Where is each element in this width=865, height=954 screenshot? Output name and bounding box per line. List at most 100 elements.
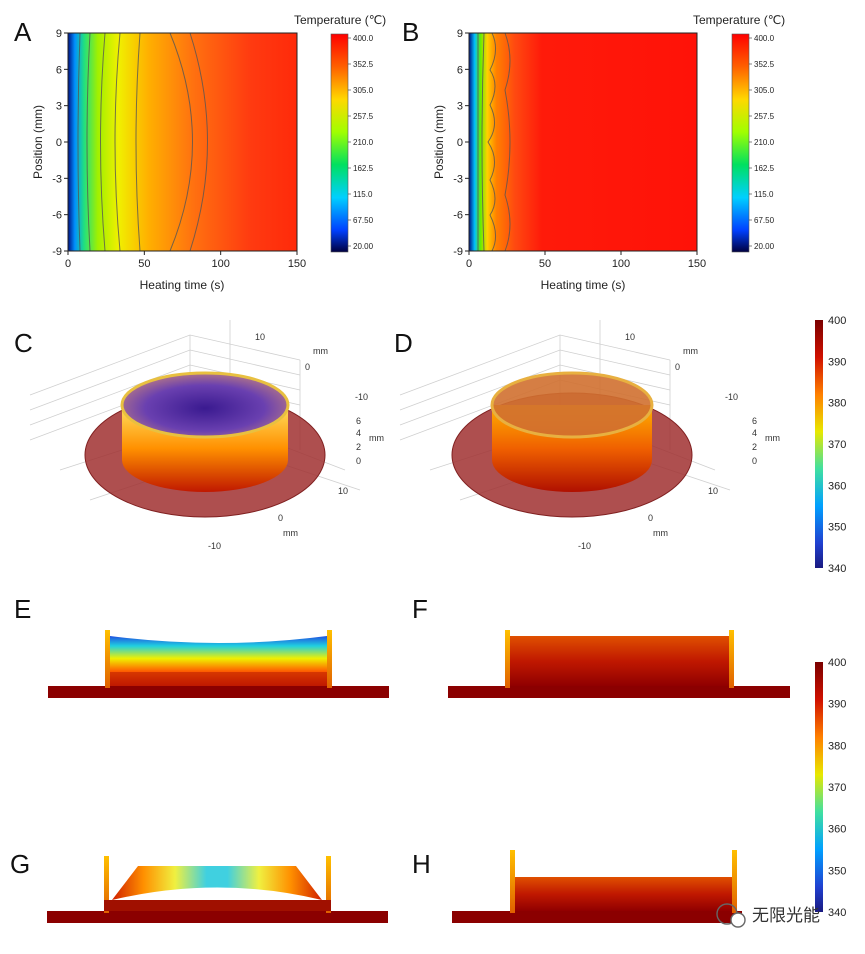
- heatmap-b-contours: [477, 32, 511, 252]
- colorbar-ticks-a: 400.0 352.5 305.0 257.5 210.0 162.5 115.0 67.50…: [348, 34, 374, 251]
- c-z-tick-2: 4: [356, 428, 361, 438]
- colorbar-tick-label: 400.0: [353, 34, 374, 43]
- c-z-tick-4: 0: [356, 456, 361, 466]
- section-g: [47, 856, 388, 923]
- scale-tick-label: 370: [828, 782, 846, 794]
- panel-label-a: A: [14, 17, 32, 47]
- ylabel-a: Position (mm): [31, 105, 45, 179]
- colorbar-tick-label: 162.5: [353, 164, 374, 173]
- x-tick-label: 50: [138, 258, 150, 270]
- y-tick-label: 0: [56, 137, 62, 149]
- scale-tick-label: 400: [828, 315, 846, 327]
- x-tick-label: 0: [466, 258, 472, 270]
- c-y-tick-1: 10: [338, 486, 348, 496]
- scale-tick-label: 340: [828, 907, 846, 919]
- section-e: [48, 630, 389, 698]
- panel-label-c: C: [14, 328, 33, 358]
- colorbar-title-a: Temperature (℃): [294, 13, 386, 27]
- d-z-tick-1: 6: [752, 416, 757, 426]
- d-x-tick-3: -10: [725, 392, 738, 402]
- c-z-tick-1: 6: [356, 416, 361, 426]
- d-x-tick-1: 10: [625, 332, 635, 342]
- scale-tick-label: 390: [828, 356, 846, 368]
- colorbar-tick-label: 115.0: [353, 190, 373, 199]
- colorbar-tick-label: 67.50: [754, 216, 775, 225]
- watermark: 无限光能: [716, 903, 820, 928]
- scale-top-ticks: 400 390 380 370 360 350 340: [828, 315, 846, 575]
- panel-label-f: F: [412, 594, 428, 624]
- liquid-top-d: [490, 371, 654, 439]
- colorbar-tick-label: 20.00: [754, 242, 775, 251]
- scale-tick-label: 340: [828, 563, 846, 575]
- x-tick-label: 100: [612, 258, 630, 270]
- colorbar-tick-label: 67.50: [353, 216, 374, 225]
- axes-a: 0 50 100 150 9 6 3 0 -3 -6 -9: [52, 28, 306, 270]
- c-y-tick-2: 0: [278, 513, 283, 523]
- axes-b: 0 50 100 150 9 6 3 0 -3 -6 -9: [453, 28, 706, 270]
- heatmap-b-field: [469, 33, 697, 251]
- d-y-unit: mm: [653, 528, 668, 538]
- heatmap-b: [468, 32, 698, 252]
- y-tick-label: -3: [52, 173, 62, 185]
- d-z-tick-4: 0: [752, 456, 757, 466]
- colorbar-tick-label: 210.0: [754, 138, 775, 147]
- y-tick-label: 9: [457, 28, 463, 40]
- d-x-tick-2: 0: [675, 362, 680, 372]
- y-tick-label: 9: [56, 28, 62, 40]
- colorbar-tick-label: 257.5: [353, 112, 374, 121]
- c-z-unit: mm: [369, 433, 384, 443]
- c-x-unit: mm: [313, 346, 328, 356]
- c-y-unit: mm: [283, 528, 298, 538]
- x-tick-label: 0: [65, 258, 71, 270]
- d-x-unit: mm: [683, 346, 698, 356]
- c-y-tick-3: -10: [208, 541, 221, 551]
- x-tick-label: 150: [688, 258, 706, 270]
- y-tick-label: -9: [52, 246, 62, 258]
- c-x-tick-2: 0: [305, 362, 310, 372]
- view3d-d: 10 mm 0 -10 6 4 mm 2 0 10 0 mm -10: [399, 320, 780, 551]
- scale-tick-label: 350: [828, 865, 846, 877]
- scale-tick-label: 350: [828, 522, 846, 534]
- panel-label-e: E: [14, 594, 31, 624]
- scale-tick-label: 390: [828, 699, 846, 711]
- xlabel-a: Heating time (s): [140, 278, 225, 292]
- scale-top-bar: [815, 320, 823, 568]
- colorbar-title-b: Temperature (℃): [693, 13, 785, 27]
- scale-bottom-bar: [815, 662, 823, 912]
- scale-tick-label: 380: [828, 398, 846, 410]
- colorbar-tick-label: 305.0: [353, 86, 374, 95]
- colorbar-tick-label: 162.5: [754, 164, 775, 173]
- y-tick-label: 6: [56, 64, 62, 76]
- d-z-tick-2: 4: [752, 428, 757, 438]
- x-tick-label: 100: [211, 258, 229, 270]
- x-tick-label: 50: [539, 258, 551, 270]
- colorbar-ticks-b: 400.0 352.5 305.0 257.5 210.0 162.5 115.0 67.50…: [749, 34, 775, 251]
- y-tick-label: 3: [56, 101, 62, 113]
- x-tick-label: 150: [288, 258, 306, 270]
- scale-tick-label: 370: [828, 439, 846, 451]
- c-x-tick-1: 10: [255, 332, 265, 342]
- scale-tick-label: 400: [828, 657, 846, 669]
- colorbar-tick-label: 305.0: [754, 86, 775, 95]
- view3d-c: 10 mm 0 -10 6 4 mm 2 0 10 0 mm -10: [29, 320, 384, 551]
- colorbar-tick-label: 352.5: [754, 60, 775, 69]
- d-y-tick-1: 10: [708, 486, 718, 496]
- colorbar-b: [731, 33, 750, 253]
- xlabel-b: Heating time (s): [541, 278, 626, 292]
- y-tick-label: -3: [453, 173, 463, 185]
- panel-label-d: D: [394, 328, 413, 358]
- colorbar-tick-label: 115.0: [754, 190, 774, 199]
- c-x-tick-3: -10: [355, 392, 368, 402]
- y-tick-label: 6: [457, 64, 463, 76]
- colorbar-tick-label: 210.0: [353, 138, 374, 147]
- d-z-unit: mm: [765, 433, 780, 443]
- scale-tick-label: 380: [828, 740, 846, 752]
- watermark-text: 无限光能: [752, 906, 820, 926]
- d-y-tick-3: -10: [578, 541, 591, 551]
- d-z-tick-3: 2: [752, 442, 757, 452]
- colorbar-tick-label: 400.0: [754, 34, 775, 43]
- y-tick-label: 0: [457, 137, 463, 149]
- panel-label-h: H: [412, 849, 431, 879]
- c-z-tick-3: 2: [356, 442, 361, 452]
